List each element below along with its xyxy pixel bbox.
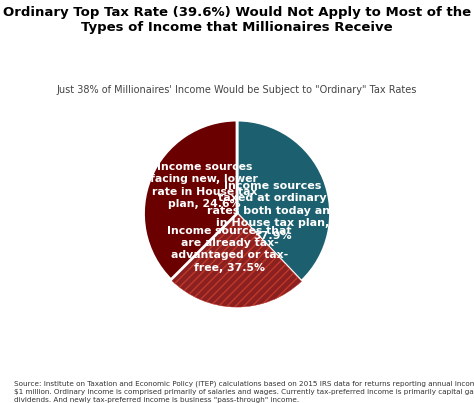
Text: Income sources
facing new, lower
rate in House tax
plan, 24.6%: Income sources facing new, lower rate in… (150, 162, 258, 209)
Wedge shape (144, 120, 237, 280)
Text: Income sources
taxed at ordinary
rates both today and
in House tax plan,
37.9%: Income sources taxed at ordinary rates b… (207, 181, 338, 241)
Text: Ordinary Top Tax Rate (39.6%) Would Not Apply to Most of the
Types of Income tha: Ordinary Top Tax Rate (39.6%) Would Not … (3, 6, 471, 34)
Text: Income sources that
are already tax-
advantaged or tax-
free, 37.5%: Income sources that are already tax- adv… (167, 226, 292, 273)
Wedge shape (171, 214, 301, 307)
Text: Just 38% of Millionaires' Income Would be Subject to "Ordinary" Tax Rates: Just 38% of Millionaires' Income Would b… (57, 85, 417, 95)
Text: Source: Institute on Taxation and Economic Policy (ITEP) calculations based on 2: Source: Institute on Taxation and Econom… (14, 380, 474, 403)
Wedge shape (237, 120, 330, 281)
